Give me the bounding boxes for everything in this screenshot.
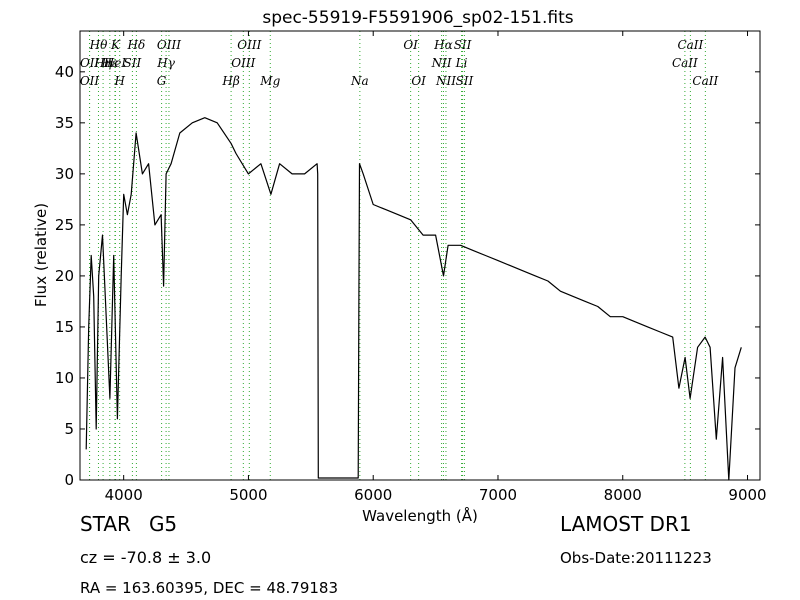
spectral-line-label: OIII bbox=[237, 38, 261, 52]
spectral-line-label: Li bbox=[455, 56, 468, 70]
flux-series-line bbox=[85, 117, 742, 481]
spectral-line-label: SII bbox=[124, 56, 142, 70]
spectral-line-label: OII bbox=[80, 74, 100, 88]
spectral-line-label: CaII bbox=[692, 74, 718, 88]
y-tick-label: 25 bbox=[55, 216, 74, 234]
y-tick-label: 15 bbox=[55, 318, 74, 336]
spectral-line-label: NII bbox=[431, 56, 452, 70]
spectral-line-label: NII bbox=[435, 74, 456, 88]
x-tick-label: 5000 bbox=[229, 486, 267, 504]
spectral-line-label: OIII bbox=[157, 38, 181, 52]
spectral-line-label: Hθ bbox=[89, 38, 108, 52]
y-tick-label: 20 bbox=[55, 267, 74, 285]
spectral-line-label: OIII bbox=[231, 56, 255, 70]
x-tick-label: 6000 bbox=[354, 486, 392, 504]
survey-name: LAMOST DR1 bbox=[560, 512, 692, 536]
spectral-line-label: Mg bbox=[259, 74, 280, 88]
spectral-line-label: K bbox=[110, 38, 121, 52]
spectral-line-label: OI bbox=[411, 74, 426, 88]
axis-ticks: 4000 5000 6000 7000 8000 9000 0 5 10 15 20 25 30 35 40 bbox=[55, 31, 767, 504]
spectral-line-label: HeI bbox=[103, 56, 127, 70]
spectral-line-label: Na bbox=[350, 74, 369, 88]
y-tick-label: 0 bbox=[64, 471, 74, 489]
x-tick-label: 4000 bbox=[105, 486, 143, 504]
spectral-line-label: CaII bbox=[672, 56, 698, 70]
spectral-line-label: CaII bbox=[677, 38, 703, 52]
object-classification: STAR G5 bbox=[80, 512, 177, 536]
spectral-line-label: SII bbox=[456, 74, 474, 88]
spectral-line-label: OI bbox=[403, 38, 418, 52]
plot-frame bbox=[79, 30, 761, 481]
spectral-line-label: Hε bbox=[100, 56, 118, 70]
spectral-line-label: SII bbox=[454, 38, 472, 52]
redshift-readout: cz = -70.8 ± 3.0 bbox=[80, 548, 212, 567]
spectral-line-label: Hβ bbox=[221, 74, 239, 88]
object-class-label: STAR bbox=[80, 512, 131, 536]
spectral-line-label: Hα bbox=[433, 38, 453, 52]
x-tick-label: 9000 bbox=[728, 486, 766, 504]
y-tick-label: 35 bbox=[55, 114, 74, 132]
y-tick-label: 10 bbox=[55, 369, 74, 387]
coordinates-readout: RA = 163.60395, DEC = 48.79183 bbox=[80, 579, 339, 597]
x-axis-label: Wavelength (Å) bbox=[362, 506, 478, 525]
y-axis-label: Flux (relative) bbox=[32, 203, 50, 307]
x-tick-label: 8000 bbox=[604, 486, 642, 504]
spectral-line-label: H bbox=[113, 74, 125, 88]
y-tick-label: 5 bbox=[64, 420, 74, 438]
chart-title: spec-55919-F5591906_sp02-151.fits bbox=[262, 8, 573, 28]
spectral-line-label: Hδ bbox=[127, 38, 146, 52]
object-subclass-label: G5 bbox=[148, 512, 178, 536]
observation-date: Obs-Date:20111223 bbox=[560, 549, 712, 567]
y-tick-label: 40 bbox=[55, 63, 74, 81]
x-tick-label: 7000 bbox=[479, 486, 517, 504]
spectral-line-label: Hη bbox=[93, 56, 112, 70]
spectral-line-label: G bbox=[157, 74, 167, 88]
y-tick-label: 30 bbox=[55, 165, 74, 183]
spectral-line-label: Hγ bbox=[156, 56, 175, 70]
